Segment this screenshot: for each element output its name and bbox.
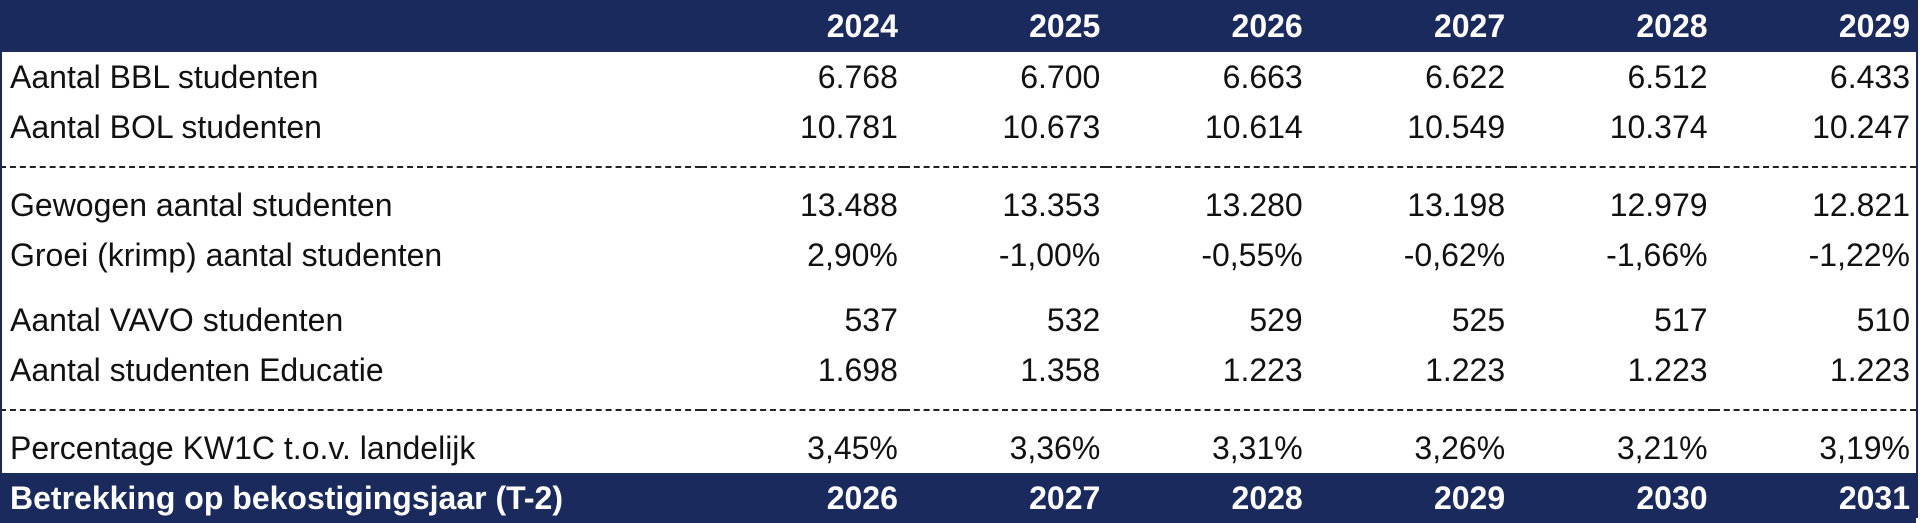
footer-year-cell: 2027 [903, 473, 1107, 523]
value-cell: 6.433 [1829, 58, 1910, 95]
footer-year-cell: 2031 [1713, 473, 1916, 523]
row-label: Aantal VAVO studenten [10, 301, 344, 338]
value-cell: 3,31% [1211, 429, 1303, 466]
value-cell: -0,55% [1201, 236, 1303, 273]
value-cell: 3,19% [1819, 429, 1910, 466]
value-cell: 1.223 [1222, 351, 1303, 388]
row-label: Gewogen aantal studenten [10, 186, 393, 223]
dashed-divider [0, 152, 1916, 168]
value-cell: 529 [1249, 301, 1303, 338]
row-label: Aantal BBL studenten [10, 58, 319, 95]
value-cell: 12.821 [1812, 186, 1910, 223]
row-gewogen: Gewogen aantal studenten 13.488 13.353 1… [0, 180, 1916, 230]
value-cell: 1.223 [1829, 351, 1910, 388]
dashed-divider [0, 395, 1916, 411]
footer-year-cell: 2029 [1308, 473, 1512, 523]
value-cell: 13.280 [1204, 186, 1303, 223]
row-educatie: Aantal studenten Educatie 1.698 1.358 1.… [0, 345, 1916, 395]
value-cell: 532 [1046, 301, 1101, 338]
value-cell: -1,00% [998, 236, 1101, 273]
value-cell: 10.247 [1812, 108, 1910, 145]
value-cell: -1,66% [1606, 236, 1708, 273]
value-cell: 6.512 [1627, 58, 1708, 95]
row-percentage: Percentage KW1C t.o.v. landelijk 3,45% 3… [0, 423, 1916, 473]
header-year-cell: 2026 [1106, 0, 1309, 52]
value-cell: 1.358 [1020, 351, 1101, 388]
footer-year-cell: 2028 [1106, 473, 1309, 523]
spacer-row [0, 280, 1916, 295]
value-cell: 2,90% [807, 236, 898, 273]
value-cell: 6.663 [1222, 58, 1303, 95]
value-cell: 10.673 [1002, 108, 1101, 145]
value-cell: 10.614 [1204, 108, 1303, 145]
value-cell: 537 [844, 301, 898, 338]
header-year-cell: 2028 [1511, 0, 1714, 52]
value-cell: 3,36% [1009, 429, 1101, 466]
row-bbl: Aantal BBL studenten 6.768 6.700 6.663 6… [0, 52, 1916, 102]
header-year-cell: 2027 [1308, 0, 1512, 52]
header-year-cell: 2024 [701, 0, 904, 52]
spacer-row [0, 167, 1916, 180]
row-label: Groei (krimp) aantal studenten [10, 236, 443, 273]
header-label-cell [0, 0, 702, 52]
value-cell: 10.374 [1609, 108, 1708, 145]
header-row: 2024 2025 2026 2027 2028 2029 [0, 0, 1916, 52]
row-label: Aantal studenten Educatie [10, 351, 384, 388]
value-cell: 13.198 [1407, 186, 1506, 223]
value-cell: 10.549 [1407, 108, 1506, 145]
value-cell: 3,21% [1616, 429, 1708, 466]
footer-year-cell: 2030 [1511, 473, 1714, 523]
value-cell: 517 [1654, 301, 1708, 338]
value-cell: 1.223 [1425, 351, 1506, 388]
value-cell: 525 [1451, 301, 1506, 338]
value-cell: 6.622 [1425, 58, 1506, 95]
value-cell: 1.698 [817, 351, 898, 388]
row-vavo: Aantal VAVO studenten 537 532 529 525 51… [0, 295, 1916, 345]
value-cell: -1,22% [1808, 236, 1910, 273]
footer-year-cell: 2026 [701, 473, 904, 523]
value-cell: 6.768 [817, 58, 898, 95]
header-year-cell: 2025 [903, 0, 1107, 52]
value-cell: -0,62% [1403, 236, 1506, 273]
value-cell: 6.700 [1020, 58, 1101, 95]
value-cell: 1.223 [1627, 351, 1708, 388]
value-cell: 12.979 [1609, 186, 1708, 223]
value-cell: 510 [1856, 301, 1910, 338]
value-cell: 3,45% [807, 429, 898, 466]
row-groei: Groei (krimp) aantal studenten 2,90% -1,… [0, 230, 1916, 280]
header-year-cell: 2029 [1713, 0, 1916, 52]
value-cell: 3,26% [1414, 429, 1506, 466]
footer-row: Betrekking op bekostigingsjaar (T-2) 202… [0, 473, 1916, 523]
footer-label: Betrekking op bekostigingsjaar (T-2) [0, 473, 702, 523]
row-label: Percentage KW1C t.o.v. landelijk [10, 429, 476, 466]
spacer-row [0, 410, 1916, 423]
value-cell: 10.781 [800, 108, 898, 145]
value-cell: 13.353 [1002, 186, 1101, 223]
row-bol: Aantal BOL studenten 10.781 10.673 10.61… [0, 102, 1916, 152]
value-cell: 13.488 [800, 186, 898, 223]
row-label: Aantal BOL studenten [10, 108, 322, 145]
